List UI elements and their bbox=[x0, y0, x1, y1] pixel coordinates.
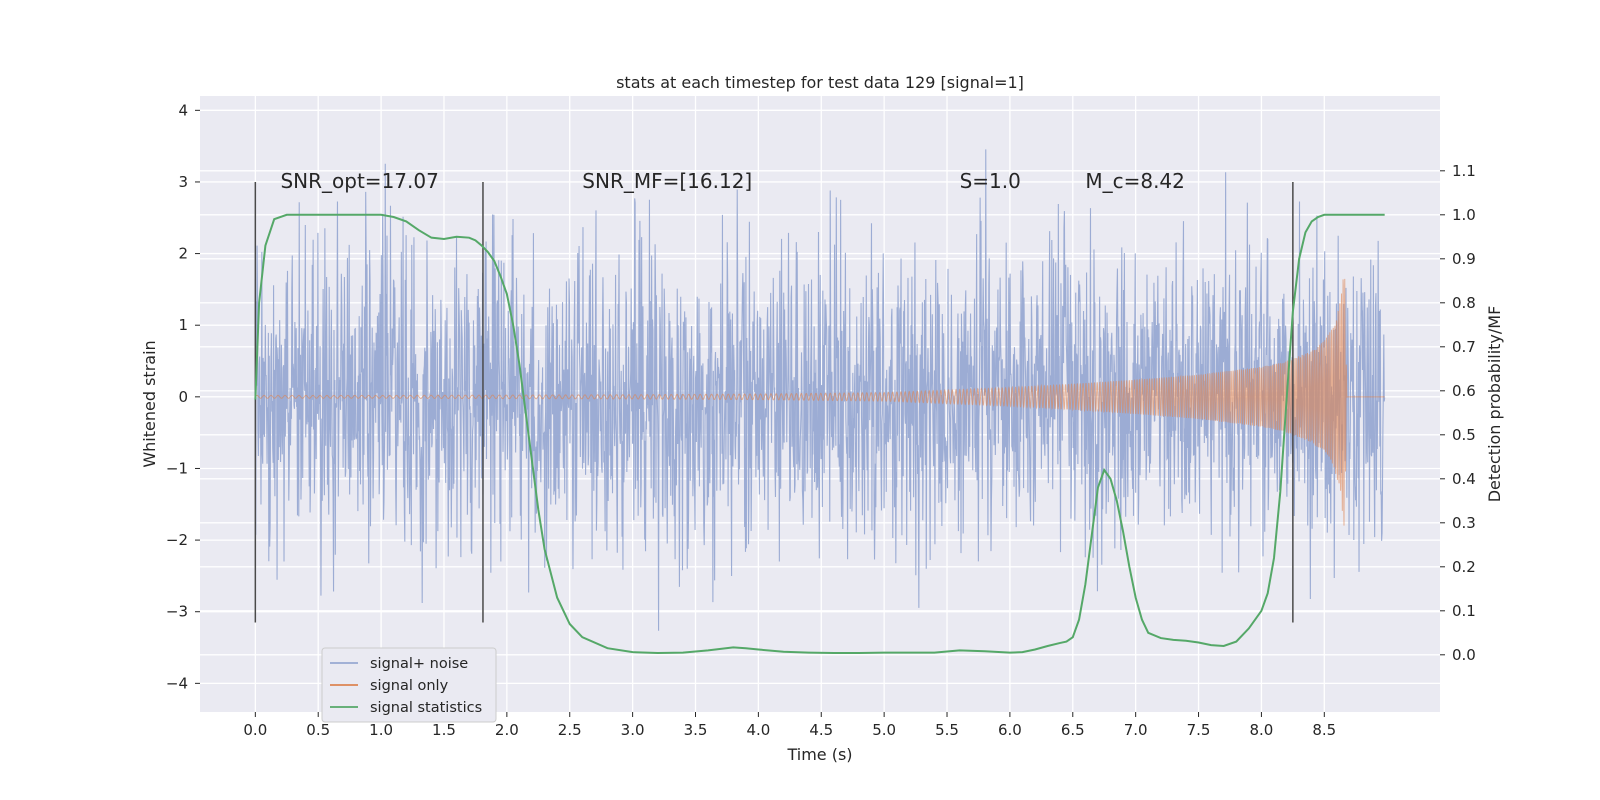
x-tick-label: 7.5 bbox=[1187, 721, 1211, 739]
x-tick-label: 1.0 bbox=[369, 721, 393, 739]
y-tick-label: −4 bbox=[166, 674, 188, 692]
signal-noise-series bbox=[254, 149, 1386, 631]
x-tick-label: 6.5 bbox=[1061, 721, 1085, 739]
signal-only-series bbox=[254, 278, 1385, 526]
legend: signal+ noise signal only signal statist… bbox=[321, 647, 497, 723]
annotations: SNR_opt=17.07 SNR_MF=[16.12] S=1.0 M_c=8.42 bbox=[280, 169, 1184, 193]
x-tick-label: 0.0 bbox=[243, 721, 267, 739]
x-tick-label: 5.5 bbox=[935, 721, 959, 739]
x-tick-label: 1.5 bbox=[432, 721, 456, 739]
x-tick-label: 8.5 bbox=[1312, 721, 1336, 739]
y2-tick-label: 0.3 bbox=[1452, 514, 1476, 532]
y2-tick-label: 0.5 bbox=[1452, 426, 1476, 444]
legend-label-statistics: signal statistics bbox=[370, 700, 482, 716]
y2-tick-label: 0.8 bbox=[1452, 294, 1476, 312]
y-axis-label: Whitened strain bbox=[140, 340, 159, 467]
y-tick-label: 2 bbox=[178, 245, 188, 263]
x-tick-label: 2.5 bbox=[558, 721, 582, 739]
x-axis-ticks: 0.0 0.5 1.0 1.5 2.0 2.5 3.0 3.5 4.0 4.5 5.0 5.5 6.0 6… bbox=[243, 712, 1336, 739]
series-line-signal-noise bbox=[254, 149, 1386, 631]
y2-tick-label: 0.7 bbox=[1452, 338, 1476, 356]
y-axis-ticks: 4 3 2 1 0 −1 −2 −3 −4 bbox=[166, 101, 200, 692]
x-tick-label: 8.0 bbox=[1249, 721, 1273, 739]
y2-tick-label: 0.0 bbox=[1452, 646, 1476, 664]
y2-tick-label: 1.0 bbox=[1452, 206, 1476, 224]
y2-tick-label: 0.1 bbox=[1452, 602, 1476, 620]
y-tick-label: 3 bbox=[178, 173, 188, 191]
x-tick-label: 3.0 bbox=[621, 721, 645, 739]
x-tick-label: 6.0 bbox=[998, 721, 1022, 739]
y2-tick-label: 0.9 bbox=[1452, 250, 1476, 268]
signal-statistics-series bbox=[254, 213, 1385, 655]
x-tick-label: 5.0 bbox=[872, 721, 896, 739]
vertical-markers bbox=[254, 181, 1294, 623]
y2-axis-label: Detection probability/MF bbox=[1485, 306, 1504, 503]
x-tick-label: 7.0 bbox=[1124, 721, 1148, 739]
legend-label-noise: signal+ noise bbox=[370, 656, 468, 672]
x-axis-label: Time (s) bbox=[786, 745, 852, 764]
y2-axis-ticks: 1.1 1.0 0.9 0.8 0.7 0.6 0.5 0.4 0.3 0.2 0.1 0.0 bbox=[1440, 162, 1476, 664]
legend-box bbox=[321, 647, 497, 723]
x-tick-label: 4.0 bbox=[746, 721, 770, 739]
y-tick-label: 1 bbox=[178, 316, 188, 334]
annotation-2: S=1.0 bbox=[960, 169, 1021, 193]
y2-tick-label: 0.4 bbox=[1452, 470, 1476, 488]
x-tick-label: 0.5 bbox=[306, 721, 330, 739]
y2-tick-label: 0.6 bbox=[1452, 382, 1476, 400]
y2-tick-label: 0.2 bbox=[1452, 558, 1476, 576]
annotation-0: SNR_opt=17.07 bbox=[280, 169, 438, 193]
series-line-signal-statistics bbox=[254, 213, 1385, 655]
y-tick-label: −2 bbox=[166, 531, 188, 549]
series-line-signal-only bbox=[254, 278, 1385, 526]
annotation-1: SNR_MF=[16.12] bbox=[582, 169, 752, 193]
y-tick-label: 4 bbox=[178, 101, 188, 119]
annotation-3: M_c=8.42 bbox=[1085, 169, 1185, 193]
x-tick-label: 3.5 bbox=[684, 721, 708, 739]
chart-title: stats at each timestep for test data 129… bbox=[616, 73, 1024, 92]
y-tick-label: −1 bbox=[166, 459, 188, 477]
y-tick-label: −3 bbox=[166, 603, 188, 621]
legend-label-signal: signal only bbox=[370, 678, 449, 694]
y-tick-label: 0 bbox=[178, 388, 188, 406]
y2-tick-label: 1.1 bbox=[1452, 162, 1476, 180]
x-tick-label: 2.0 bbox=[495, 721, 519, 739]
x-tick-label: 4.5 bbox=[809, 721, 833, 739]
